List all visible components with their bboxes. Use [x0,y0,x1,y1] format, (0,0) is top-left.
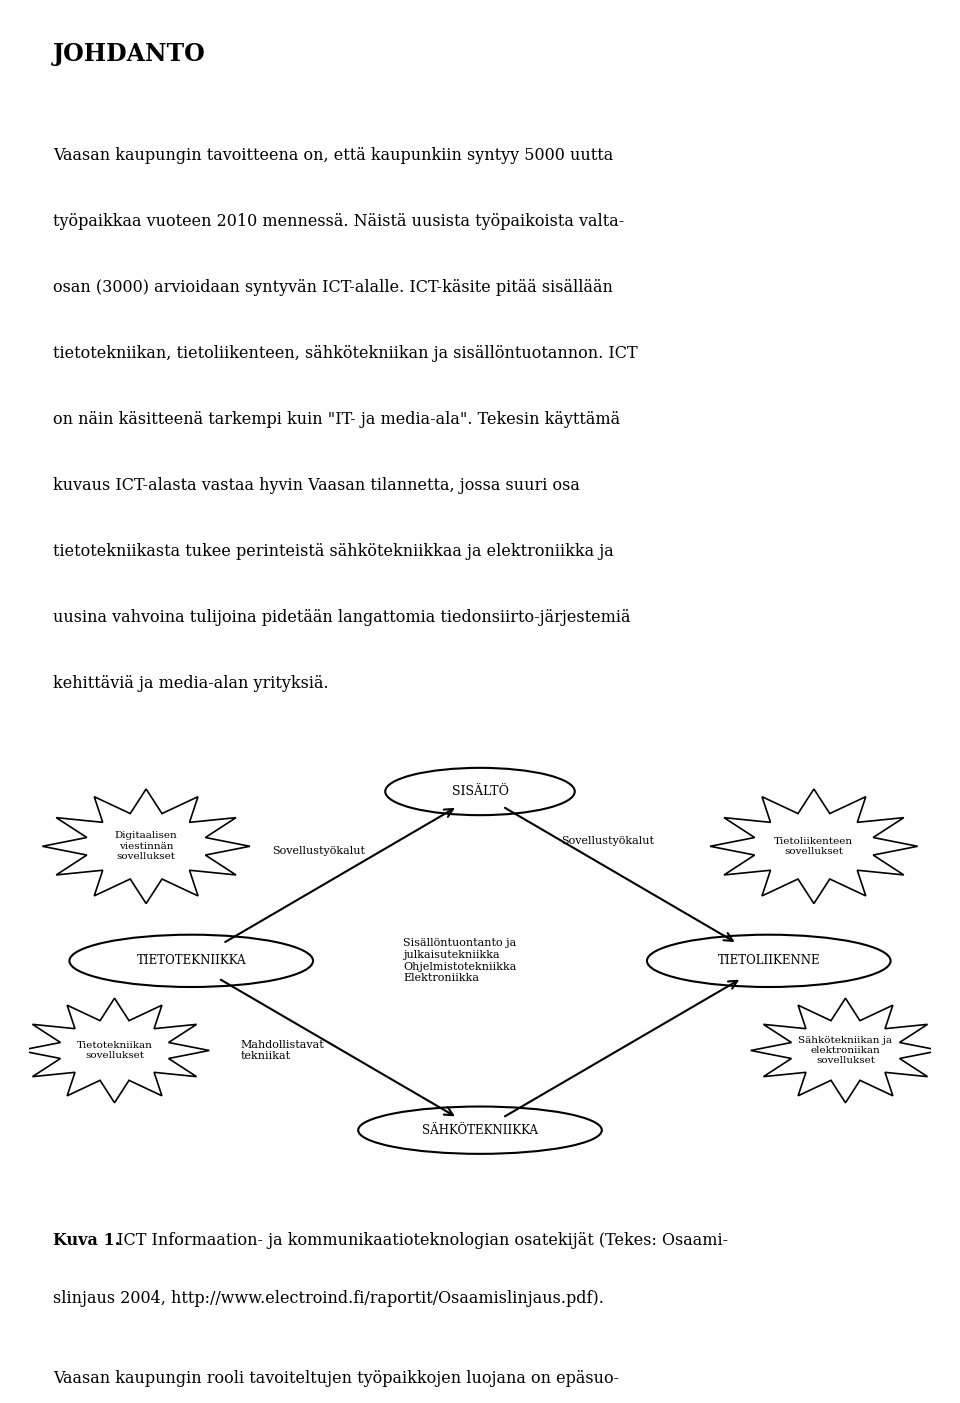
Text: Digitaalisen
viestinnän
sovellukset: Digitaalisen viestinnän sovellukset [115,832,178,861]
Text: Mahdollistavat
tekniikat: Mahdollistavat tekniikat [241,1040,324,1061]
Text: TIETOLIIKENNE: TIETOLIIKENNE [717,954,820,967]
Text: osan (3000) arvioidaan syntyvän ICT-alalle. ICT-käsite pitää sisällään: osan (3000) arvioidaan syntyvän ICT-alal… [53,279,612,296]
Text: Sovellustyökalut: Sovellustyökalut [562,836,654,846]
Text: Sähkötekniikan ja
elektroniikan
sovellukset: Sähkötekniikan ja elektroniikan sovelluk… [799,1035,893,1065]
Text: Vaasan kaupungin rooli tavoiteltujen työpaikkojen luojana on epäsuo-: Vaasan kaupungin rooli tavoiteltujen työ… [53,1371,619,1388]
Text: Vaasan kaupungin tavoitteena on, että kaupunkiin syntyy 5000 uutta: Vaasan kaupungin tavoitteena on, että ka… [53,147,613,164]
Text: työpaikkaa vuoteen 2010 mennessä. Näistä uusista työpaikoista valta-: työpaikkaa vuoteen 2010 mennessä. Näistä… [53,213,624,230]
Text: Kuva 1.: Kuva 1. [53,1232,120,1249]
Text: JOHDANTO: JOHDANTO [53,42,205,66]
Text: Sisällöntuontanto ja
julkaisutekniikka
Ohjelmistotekniikka
Elektroniikka: Sisällöntuontanto ja julkaisutekniikka O… [403,939,516,984]
Text: TIETOTEKNIIKKA: TIETOTEKNIIKKA [136,954,246,967]
Text: Sovellustyökalut: Sovellustyökalut [273,846,366,856]
Text: SISÄLTÖ: SISÄLTÖ [451,786,509,798]
Text: ICT Informaation- ja kommunikaatioteknologian osatekijät (Tekes: Osaami-: ICT Informaation- ja kommunikaatioteknol… [112,1232,729,1249]
Text: kehittäviä ja media-alan yrityksiä.: kehittäviä ja media-alan yrityksiä. [53,675,328,692]
Text: tietotekniikasta tukee perinteistä sähkötekniikkaa ja elektroniikka ja: tietotekniikasta tukee perinteistä sähkö… [53,543,613,560]
Text: Tietotekniikan
sovellukset: Tietotekniikan sovellukset [77,1041,153,1061]
Text: uusina vahvoina tulijoina pidetään langattomia tiedonsiirto-järjestemiä: uusina vahvoina tulijoina pidetään langa… [53,609,631,626]
Text: Tietoliikenteen
sovellukset: Tietoliikenteen sovellukset [775,836,853,856]
Text: tietotekniikan, tietoliikenteen, sähkötekniikan ja sisällöntuotannon. ICT: tietotekniikan, tietoliikenteen, sähköte… [53,345,637,362]
Text: on näin käsitteenä tarkempi kuin "IT- ja media-ala". Tekesin käyttämä: on näin käsitteenä tarkempi kuin "IT- ja… [53,411,620,428]
Text: slinjaus 2004, http://www.electroind.fi/raportit/Osaamislinjaus.pdf).: slinjaus 2004, http://www.electroind.fi/… [53,1289,604,1306]
Text: kuvaus ICT-alasta vastaa hyvin Vaasan tilannetta, jossa suuri osa: kuvaus ICT-alasta vastaa hyvin Vaasan ti… [53,477,580,494]
Text: SÄHKÖTEKNIIKKA: SÄHKÖTEKNIIKKA [422,1124,538,1136]
